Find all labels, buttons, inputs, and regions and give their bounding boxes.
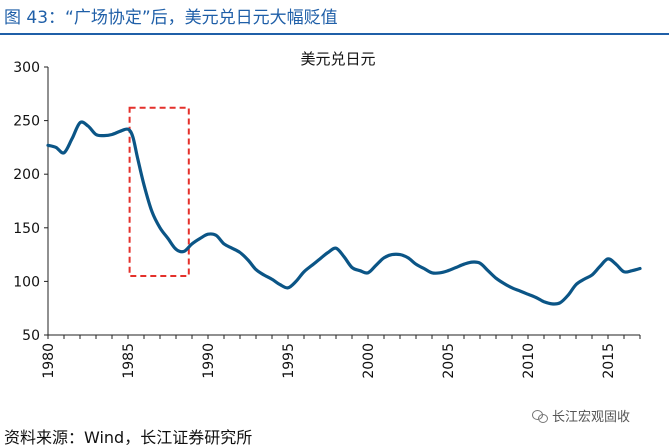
watermark-label: 长江宏观固收 — [552, 410, 631, 425]
y-tick-label: 100 — [13, 274, 40, 290]
highlight-box — [128, 106, 190, 278]
x-tick-label: 2010 — [521, 343, 537, 379]
y-tick-label: 150 — [13, 221, 40, 237]
y-tick-label: 300 — [13, 60, 40, 76]
y-tick-label: 200 — [13, 167, 40, 183]
y-tick-label: 50 — [22, 328, 40, 344]
series-line-usdjpy — [46, 120, 642, 306]
x-tick-label: 2000 — [361, 343, 377, 379]
watermark: 长江宏观固收 — [532, 406, 630, 425]
figure-title: 图 43：“广场协定”后，美元兑日元大幅贬值 — [4, 8, 338, 28]
x-tick-label: 1990 — [201, 343, 217, 379]
x-tick-label: 1985 — [121, 343, 137, 379]
x-tick-label: 1980 — [41, 343, 57, 379]
x-tick-label: 2015 — [601, 343, 617, 379]
chart-title: 美元兑日元 — [300, 50, 375, 68]
x-tick-label: 1995 — [281, 343, 297, 379]
wechat-icon — [532, 409, 548, 423]
y-tick-label: 250 — [13, 114, 40, 130]
source-note: 资料来源：Wind，长江证券研究所 — [4, 428, 253, 447]
x-tick-label: 2005 — [441, 343, 457, 379]
title-divider — [0, 33, 669, 35]
